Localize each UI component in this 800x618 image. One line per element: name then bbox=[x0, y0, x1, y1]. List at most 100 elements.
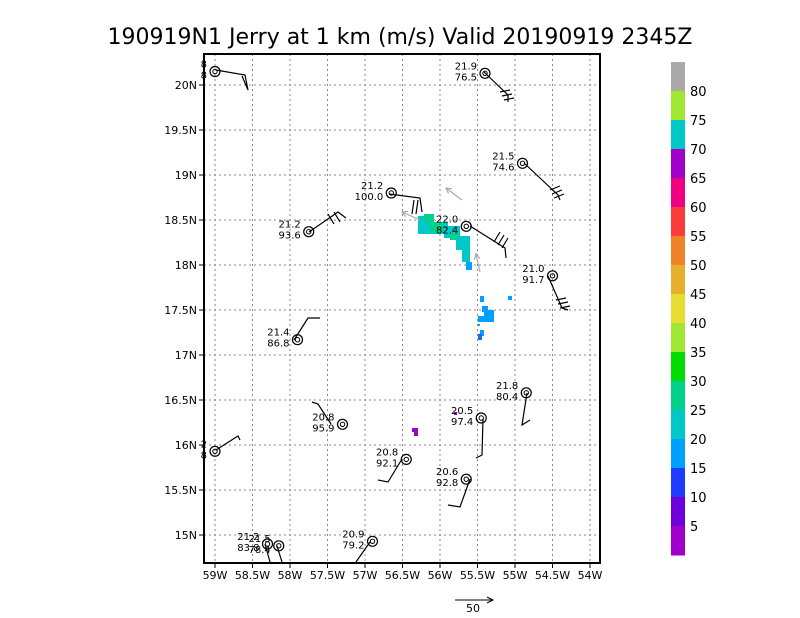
wind-cell bbox=[482, 306, 488, 312]
colorbar-swatch bbox=[671, 410, 685, 440]
observation-station: 21.880.4 bbox=[496, 381, 532, 403]
motion-arrow-head bbox=[473, 252, 481, 260]
observation-station: 21.486.8 bbox=[267, 328, 304, 350]
colorbar-swatch bbox=[671, 294, 685, 324]
wind-barb bbox=[483, 71, 509, 102]
station-ring bbox=[273, 540, 285, 552]
y-tick-label: 20N bbox=[175, 79, 197, 92]
wind-cell bbox=[478, 324, 480, 326]
y-tick-label: 17N bbox=[175, 349, 197, 362]
station-value-label: 93.6 bbox=[278, 231, 300, 242]
barb-feather bbox=[559, 305, 571, 309]
station-value-label: 78.4 bbox=[248, 545, 270, 556]
station-core bbox=[306, 229, 312, 235]
barb-feather bbox=[557, 301, 569, 305]
x-tick-label: 55.5W bbox=[460, 569, 495, 582]
station-ring bbox=[460, 473, 472, 485]
barb-feather bbox=[555, 297, 567, 301]
station-ring bbox=[400, 453, 412, 465]
colorbar-label: 15 bbox=[690, 462, 707, 477]
y-tick-label: 16N bbox=[175, 439, 197, 452]
station-pressure-label: 20.9 bbox=[342, 529, 364, 540]
station-value-label: 100.0 bbox=[355, 192, 384, 203]
wind-barb bbox=[308, 211, 347, 233]
station-core bbox=[463, 476, 469, 482]
colorbar-label: 35 bbox=[690, 346, 707, 361]
station-pressure-label: 20.5 bbox=[451, 406, 473, 417]
reference-vector-label: 50 bbox=[466, 602, 480, 615]
colorbar-swatch bbox=[671, 439, 685, 469]
wind-barb bbox=[377, 458, 403, 483]
station-pressure-label: 20.8 bbox=[312, 412, 334, 423]
station-ring bbox=[520, 387, 532, 399]
wind-barb bbox=[475, 418, 484, 459]
colorbar-swatch bbox=[671, 178, 685, 208]
station-pressure-label: 21.0 bbox=[522, 264, 544, 275]
wind-barb bbox=[521, 392, 531, 427]
station-core bbox=[388, 190, 394, 196]
y-tick-label: 18N bbox=[175, 259, 197, 272]
station-value-label: 82.4 bbox=[436, 225, 458, 236]
colorbar-swatch bbox=[671, 236, 685, 266]
wind-cell bbox=[430, 222, 444, 232]
motion-arrows bbox=[400, 187, 481, 273]
x-tick-label: 58W bbox=[278, 569, 303, 582]
station-value-label: 92.1 bbox=[376, 458, 398, 469]
station-ring bbox=[546, 270, 559, 282]
wind-cell bbox=[466, 262, 472, 270]
barb-feather bbox=[501, 237, 509, 249]
wind-speed-cells bbox=[412, 214, 512, 436]
station-ring bbox=[516, 157, 529, 169]
y-tick-label: 15.5N bbox=[164, 484, 197, 497]
wind-barb bbox=[215, 435, 241, 451]
wind-barb bbox=[311, 401, 332, 425]
colorbar-label: 60 bbox=[690, 201, 707, 216]
observation-station: 20.895.9 bbox=[312, 412, 349, 434]
observation-station: 21.976.5 bbox=[455, 61, 491, 83]
colorbar-label: 30 bbox=[690, 375, 707, 390]
x-tick-label: 57W bbox=[353, 569, 378, 582]
station-ring bbox=[460, 220, 472, 232]
station-pressure-label: 21.2 bbox=[278, 220, 300, 231]
x-axis-ticks: 59W 58.5W 58W 57.5W 57W 56.5W 56W 55.5W 55W 54.5W… bbox=[203, 563, 603, 582]
station-core bbox=[369, 538, 376, 544]
wind-barb bbox=[388, 193, 423, 213]
station-core bbox=[523, 390, 529, 396]
station-pressure-label: 21.9 bbox=[455, 61, 477, 72]
observation-station: 21.574.6 bbox=[492, 151, 529, 173]
barb-feather bbox=[415, 199, 419, 215]
station-ring bbox=[385, 187, 397, 199]
x-tick-label: 56.5W bbox=[385, 569, 420, 582]
station-pressure-label: 20.6 bbox=[436, 467, 458, 478]
station-ring bbox=[303, 226, 315, 238]
wind-barb bbox=[355, 541, 371, 563]
station-ring bbox=[475, 412, 487, 424]
observation-station: 20.597.4 bbox=[451, 406, 487, 428]
colorbar-swatch bbox=[671, 149, 685, 179]
colorbar-label: 10 bbox=[690, 491, 707, 506]
station-core bbox=[276, 543, 282, 549]
wind-barbs bbox=[215, 69, 571, 563]
station-pressure-label: 21.2 bbox=[237, 532, 259, 543]
observation-station: 20.979.2 bbox=[342, 529, 379, 551]
station-value-label: 74.6 bbox=[492, 162, 514, 173]
barb-feather bbox=[551, 189, 563, 195]
station-value-label: 95.9 bbox=[312, 423, 334, 434]
x-tick-label: 59W bbox=[203, 569, 228, 582]
grid-lines bbox=[204, 54, 600, 563]
observation-station: 21.578.4 bbox=[248, 534, 285, 556]
chart-title: 190919N1 Jerry at 1 km (m/s) Valid 20190… bbox=[108, 25, 693, 50]
observation-station: 21.091.7 bbox=[522, 264, 559, 286]
wind-cell bbox=[450, 232, 460, 240]
x-tick-label: 54.5W bbox=[535, 569, 570, 582]
station-core bbox=[478, 415, 484, 421]
station-core bbox=[212, 68, 218, 75]
wind-cell bbox=[478, 334, 482, 340]
barb-feather bbox=[333, 211, 341, 223]
station-value-label: 83.8 bbox=[237, 543, 259, 554]
colorbar-label: 55 bbox=[690, 230, 707, 245]
station-pressure-label: 21.4 bbox=[267, 328, 289, 339]
colorbar-swatch bbox=[671, 265, 685, 295]
x-tick-label: 58.5W bbox=[235, 569, 270, 582]
